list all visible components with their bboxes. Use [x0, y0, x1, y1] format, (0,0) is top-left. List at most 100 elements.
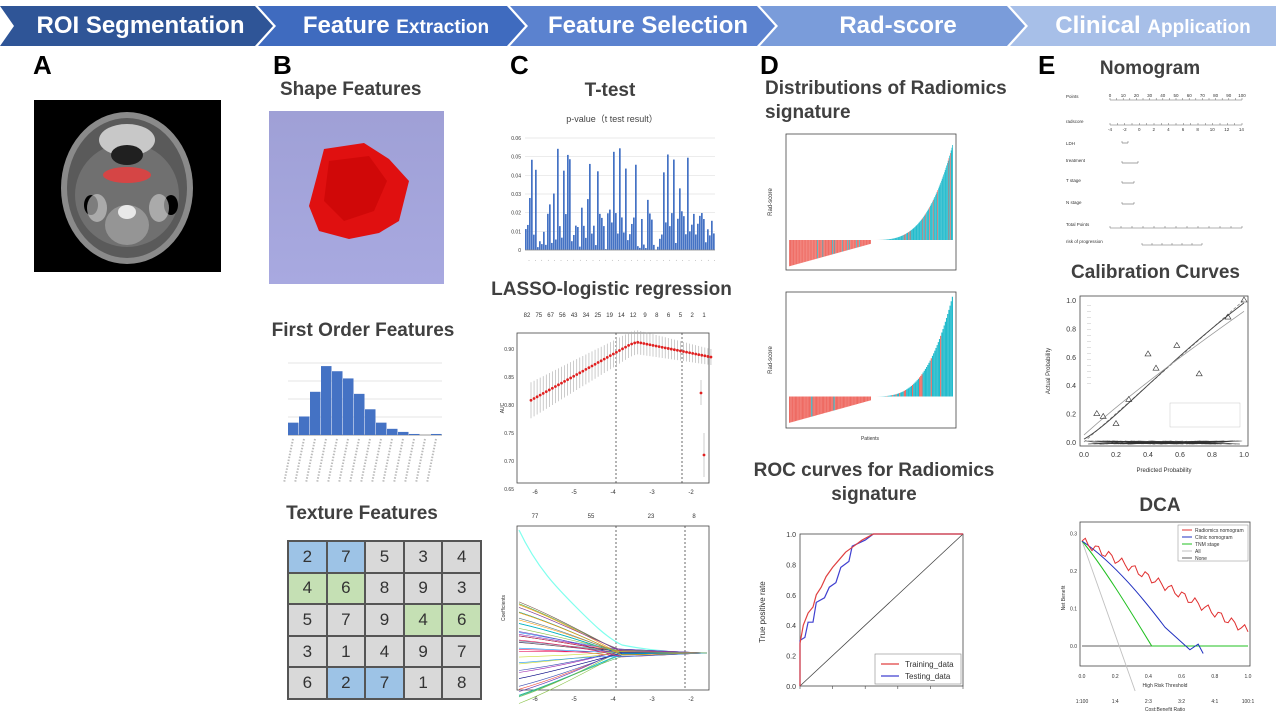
dist-bar: [789, 396, 791, 423]
dist-bar: [899, 392, 901, 397]
ttest-bar: [709, 235, 711, 250]
ttest-xtick: ·: [560, 258, 562, 264]
lasso-top-tick: 67: [547, 313, 554, 319]
lasso-top-tick: 1: [702, 313, 706, 319]
ttest-bar: [557, 148, 559, 250]
ttest-bar: [689, 231, 691, 250]
dist-bar: [851, 240, 853, 249]
dist-bar: [868, 396, 870, 401]
nomogram-radscore-tick: -4: [1108, 127, 1112, 132]
roc-curve-training: [799, 533, 963, 686]
ttest-bar: [547, 213, 549, 250]
lasso-point: [560, 381, 563, 385]
dist-bar: [867, 396, 869, 402]
coef-path: [518, 628, 708, 654]
calibration-stat-line: —: [1087, 362, 1091, 367]
dist-bar: [794, 240, 795, 265]
nomogram-points-tick: 90: [1226, 93, 1232, 98]
lasso-point: [596, 361, 600, 364]
ttest-xtick: ·: [528, 258, 530, 264]
dca-all-line: [1081, 540, 1136, 692]
ttest-bar: [567, 154, 569, 250]
dist-bar: [834, 240, 836, 254]
ttest-xtick: ·: [618, 258, 620, 264]
ct-scan-image: [34, 100, 221, 272]
dist-bar: [895, 394, 897, 397]
coef-top-tick: 23: [648, 514, 655, 520]
dist-bar: [898, 236, 900, 240]
calibration-point: [1224, 313, 1232, 320]
lasso-top-tick: 82: [524, 313, 531, 319]
dist-bar: [845, 240, 847, 251]
ttest-bar: [607, 213, 609, 250]
calibration-ytick: 0.6: [1066, 355, 1076, 362]
dist-bar: [863, 396, 866, 403]
step-label: Feature: [302, 12, 397, 39]
ttest-ytick: 0.02: [511, 211, 521, 217]
lasso-point: [602, 357, 606, 361]
calibration-rug: [1088, 440, 1119, 445]
calibration-frame: [1079, 295, 1249, 447]
ttest-xtick: ·: [694, 258, 696, 264]
dca-legend-label: None: [1195, 556, 1207, 562]
panel-letter-d: D: [760, 50, 779, 80]
texture-cell: 5: [288, 604, 327, 636]
dist-bar: [818, 240, 819, 259]
ttest-bar: [577, 227, 579, 250]
ttest-bar: [649, 213, 651, 250]
dist-bar: [914, 382, 916, 397]
ttest-bar: [529, 198, 531, 250]
dist-bar: [923, 216, 924, 240]
dist-bar: [926, 211, 928, 240]
lasso-point: [584, 367, 588, 371]
nomogram-row-label: risk of progression: [1066, 239, 1103, 244]
dist-bar: [945, 317, 948, 397]
ttest-bar: [595, 245, 597, 250]
dist-bar: [943, 325, 945, 397]
dist-bar: [827, 240, 829, 256]
dca-legend-label: Radiomics nomogram: [1195, 528, 1244, 534]
texture-cell: 3: [442, 572, 481, 605]
dist-bar: [790, 240, 792, 266]
dist-bar: [859, 240, 861, 247]
histogram-bar: [299, 416, 310, 435]
ttest-bar: [701, 213, 703, 250]
dist-bar: [818, 240, 820, 259]
lasso-point: [702, 453, 706, 457]
dist-bar: [888, 395, 890, 397]
calibration-xtick: 0.4: [1143, 452, 1153, 459]
dist-bar: [853, 396, 855, 405]
ttest-xtick: ·: [566, 258, 568, 264]
lasso-top-tick: 56: [559, 313, 566, 319]
lasso-point: [676, 348, 679, 352]
dca-frame: [1079, 521, 1251, 667]
dist-bar: [909, 230, 911, 240]
ttest-xtick: ·: [598, 258, 600, 264]
ttest-bar: [597, 171, 599, 250]
lasso-point: [569, 376, 573, 380]
dca-ratio-tick: 2:3: [1145, 699, 1152, 705]
dist-bar: [847, 240, 848, 251]
histogram-tick-label: [327, 438, 338, 484]
ttest-xtick: ·: [630, 258, 632, 264]
dist-frame: [785, 291, 957, 429]
calibration-rug: [1119, 440, 1168, 445]
dist-bar: [933, 353, 935, 397]
dist-bar: [889, 239, 891, 240]
dist-bar: [822, 396, 825, 414]
dist-bar: [917, 223, 919, 240]
histogram-bar: [431, 433, 442, 435]
dist-bar: [942, 329, 944, 397]
texture-cell: 7: [365, 667, 404, 699]
calibration-stat-line: —: [1087, 314, 1091, 319]
dist-bar: [803, 240, 805, 263]
calibration-point: [1173, 341, 1181, 348]
ttest-ytick: 0.05: [511, 155, 521, 161]
lasso-coefficient-chart: 77552383Coefficients-6-5-4-3-2: [501, 514, 710, 704]
lasso-point: [563, 379, 566, 383]
dist-bar: [825, 240, 827, 257]
calibration-ytick: 0.8: [1066, 326, 1076, 333]
dist-bar: [817, 396, 819, 415]
dist-bar: [798, 240, 800, 264]
histogram-bar: [387, 428, 398, 435]
